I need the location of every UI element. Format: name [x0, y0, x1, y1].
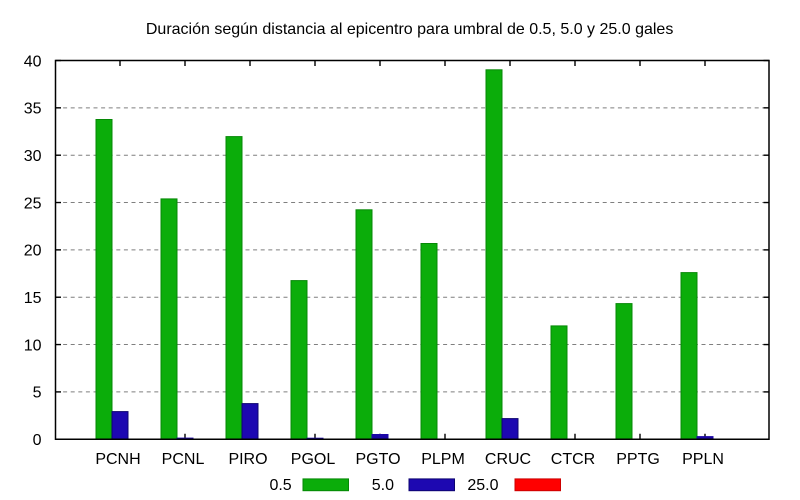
svg-text:CTCR: CTCR — [551, 451, 595, 468]
svg-text:PCNL: PCNL — [162, 451, 205, 468]
svg-text:10: 10 — [24, 337, 42, 354]
svg-text:PGOL: PGOL — [291, 451, 336, 468]
svg-text:PLPM: PLPM — [421, 451, 465, 468]
svg-text:25: 25 — [24, 195, 42, 212]
svg-text:Duración según distancia al ep: Duración según distancia al epicentro pa… — [146, 21, 673, 38]
svg-text:0: 0 — [33, 432, 42, 449]
svg-text:PIRO: PIRO — [228, 451, 267, 468]
svg-text:25.0: 25.0 — [467, 477, 498, 494]
svg-text:5.0: 5.0 — [372, 477, 394, 494]
svg-text:40: 40 — [24, 53, 42, 70]
svg-text:35: 35 — [24, 101, 42, 118]
svg-text:30: 30 — [24, 148, 42, 165]
svg-text:PGTO: PGTO — [355, 451, 400, 468]
svg-text:PPLN: PPLN — [682, 451, 724, 468]
svg-text:0.5: 0.5 — [269, 477, 291, 494]
svg-text:PCNH: PCNH — [95, 451, 140, 468]
svg-text:20: 20 — [24, 243, 42, 260]
svg-text:PPTG: PPTG — [616, 451, 660, 468]
svg-text:15: 15 — [24, 290, 42, 307]
svg-text:CRUC: CRUC — [485, 451, 531, 468]
svg-text:5: 5 — [33, 385, 42, 402]
